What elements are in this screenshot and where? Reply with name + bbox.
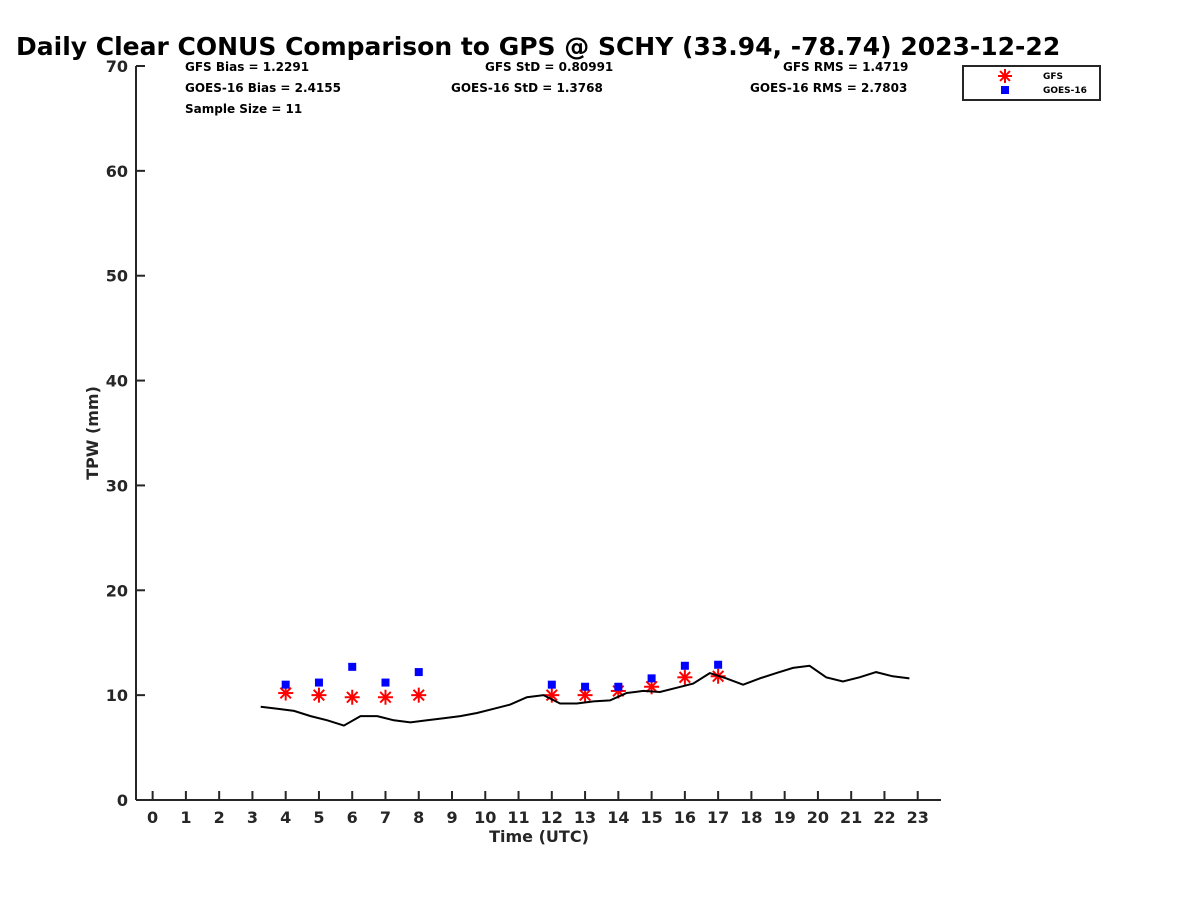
- gfs-point-stroke: [379, 691, 392, 704]
- x-tick-label: 2: [214, 808, 225, 827]
- gfs-point-stroke: [545, 689, 558, 702]
- x-tick-label: 6: [347, 808, 358, 827]
- x-tick-label: 16: [674, 808, 696, 827]
- x-tick-label: 22: [873, 808, 895, 827]
- x-tick-label: 23: [907, 808, 929, 827]
- legend-gfs-label: GFS: [1043, 72, 1063, 82]
- x-tick-label: 11: [507, 808, 529, 827]
- x-tick-label: 8: [413, 808, 424, 827]
- gfs-point: [411, 687, 427, 703]
- legend-gfs-asterisk-stroke: [999, 70, 1011, 82]
- gfs-point: [311, 687, 327, 703]
- gfs-point-stroke: [346, 691, 359, 704]
- gfs-point: [344, 689, 360, 705]
- gfs-point: [278, 685, 294, 701]
- x-tick-label: 15: [640, 808, 662, 827]
- x-tick-label: 13: [574, 808, 596, 827]
- goes16-point: [414, 668, 423, 677]
- y-tick-label: 0: [117, 791, 128, 810]
- legend-gfs-asterisk: [998, 69, 1012, 83]
- x-tick-label: 5: [313, 808, 324, 827]
- goes16-point: [314, 678, 323, 687]
- y-tick-label: 50: [106, 267, 128, 286]
- gfs-point: [677, 669, 693, 685]
- gfs-bias-stat: GFS Bias = 1.2291: [185, 60, 309, 74]
- gfs-point-stroke: [312, 689, 325, 702]
- gfs-rms-stat: GFS RMS = 1.4719: [783, 60, 908, 74]
- y-tick-label: 30: [106, 476, 128, 495]
- goes-bias-stat: GOES-16 Bias = 2.4155: [185, 81, 341, 95]
- goes16-point: [581, 682, 590, 691]
- gfs-point-stroke: [279, 687, 292, 700]
- x-tick-label: 21: [840, 808, 862, 827]
- gfs-std-stat: GFS StD = 0.80991: [485, 60, 613, 74]
- y-tick-label: 70: [106, 57, 128, 76]
- x-axis-label: Time (UTC): [489, 827, 589, 846]
- x-tick-label: 18: [740, 808, 762, 827]
- x-tick-label: 10: [474, 808, 496, 827]
- gfs-point-stroke: [412, 689, 425, 702]
- x-tick-label: 17: [707, 808, 729, 827]
- chart-title: Daily Clear CONUS Comparison to GPS @ SC…: [16, 32, 1060, 61]
- goes16-point: [714, 660, 723, 669]
- x-tick-label: 4: [280, 808, 291, 827]
- x-tick-label: 9: [446, 808, 457, 827]
- gfs-point-stroke: [678, 671, 691, 684]
- gfs-point: [377, 689, 393, 705]
- goes16-point: [381, 678, 390, 687]
- y-tick-label: 40: [106, 372, 128, 391]
- goes16-point: [281, 680, 290, 689]
- goes16-point: [614, 682, 623, 691]
- x-tick-label: 19: [774, 808, 796, 827]
- gps-tpw-line: [260, 664, 910, 727]
- x-tick-label: 0: [147, 808, 158, 827]
- y-axis-label: TPW (mm): [83, 386, 102, 480]
- goes16-point: [647, 674, 656, 683]
- goes16-point: [680, 661, 689, 670]
- x-tick-label: 12: [541, 808, 563, 827]
- legend-gfs-marker: [998, 69, 1012, 83]
- legend: GFS GOES-16: [962, 65, 1101, 101]
- x-tick-label: 3: [247, 808, 258, 827]
- y-tick-label: 60: [106, 162, 128, 181]
- x-tick-label: 14: [607, 808, 629, 827]
- goes16-point: [547, 680, 556, 689]
- sample-size-stat: Sample Size = 11: [185, 102, 302, 116]
- y-tick-label: 10: [106, 686, 128, 705]
- x-tick-label: 20: [807, 808, 829, 827]
- goes-rms-stat: GOES-16 RMS = 2.7803: [750, 81, 907, 95]
- goes-std-stat: GOES-16 StD = 1.3768: [451, 81, 603, 95]
- y-tick-label: 20: [106, 581, 128, 600]
- legend-goes-marker: [1001, 86, 1009, 94]
- legend-goes-label: GOES-16: [1043, 86, 1087, 96]
- goes16-point: [348, 662, 357, 671]
- x-tick-label: 1: [180, 808, 191, 827]
- gfs-point-stroke: [579, 689, 592, 702]
- x-tick-label: 7: [380, 808, 391, 827]
- legend-box: [962, 65, 1101, 101]
